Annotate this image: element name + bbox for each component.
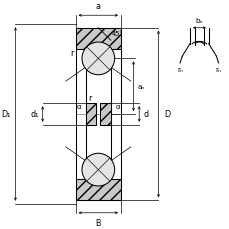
Text: α: α [76,104,81,109]
Text: d₁: d₁ [31,110,39,119]
Bar [75,179,120,200]
Circle shape [82,43,114,75]
Text: d: d [143,110,148,119]
Text: D: D [164,110,169,119]
Text: α: α [115,104,120,109]
Text: r: r [70,49,73,58]
Text: B: B [95,218,101,227]
Text: bₙ: bₙ [195,18,202,24]
Text: rₙ: rₙ [176,66,182,72]
Text: aₙ: aₙ [137,84,144,90]
Bar [85,104,96,125]
Bar [100,104,110,125]
Text: r: r [88,93,92,102]
Text: 45°: 45° [112,31,123,37]
Text: D₁: D₁ [1,110,10,119]
Bar [75,29,120,50]
Text: rₙ: rₙ [215,66,221,72]
Circle shape [82,154,114,186]
Text: a: a [95,2,100,11]
